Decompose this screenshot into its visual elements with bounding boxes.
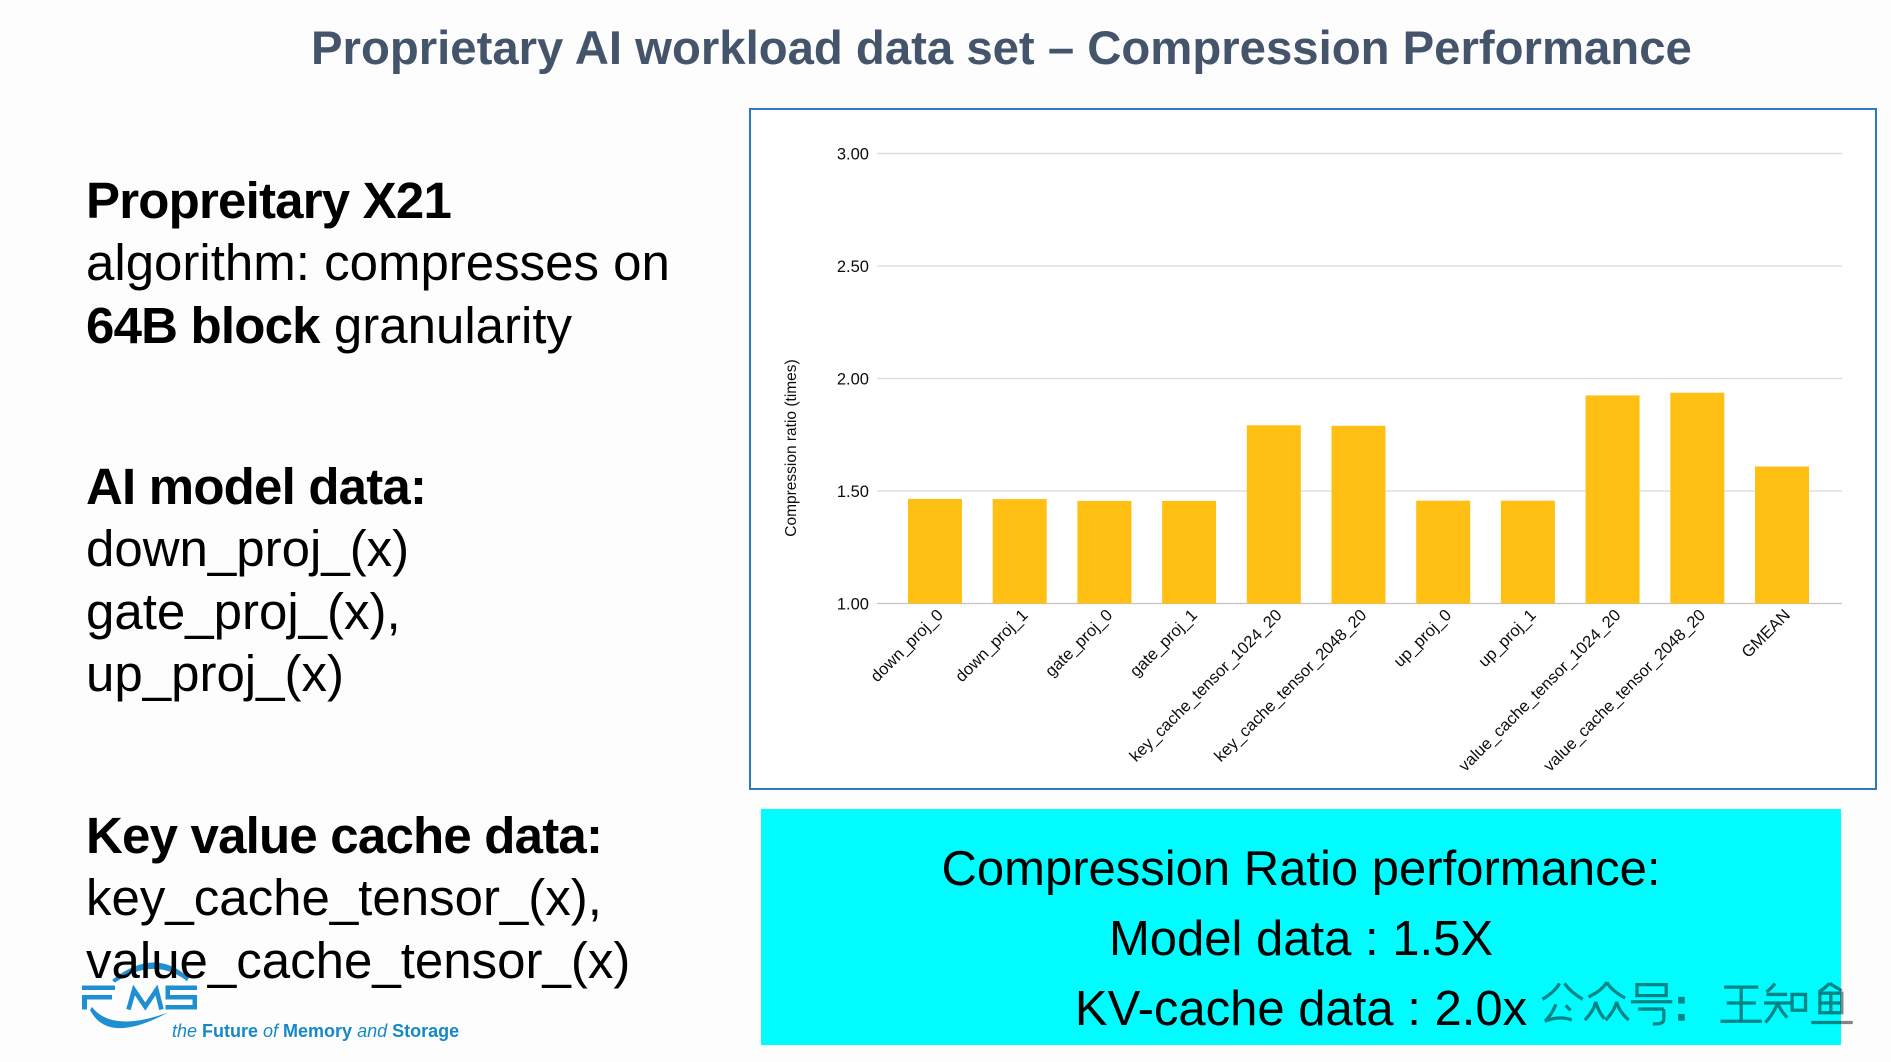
svg-text:value_cache_tensor_2048_20: value_cache_tensor_2048_20 bbox=[1540, 606, 1709, 775]
svg-text:gate_proj_1: gate_proj_1 bbox=[1127, 606, 1201, 680]
svg-text:Compression ratio (times): Compression ratio (times) bbox=[783, 359, 800, 536]
svg-text:up_proj_1: up_proj_1 bbox=[1475, 606, 1540, 671]
svg-text:2.00: 2.00 bbox=[837, 371, 869, 389]
svg-text:1.00: 1.00 bbox=[837, 596, 869, 614]
svg-text:key_cache_tensor_2048_20: key_cache_tensor_2048_20 bbox=[1211, 606, 1370, 765]
svg-text:3.00: 3.00 bbox=[837, 146, 869, 164]
svg-text:up_proj_0: up_proj_0 bbox=[1390, 606, 1455, 671]
svg-text:down_proj_1: down_proj_1 bbox=[952, 606, 1032, 686]
svg-text:1.50: 1.50 bbox=[837, 483, 869, 501]
svg-text:2.50: 2.50 bbox=[837, 258, 869, 276]
svg-text:key_cache_tensor_1024_20: key_cache_tensor_1024_20 bbox=[1126, 606, 1285, 765]
svg-text:value_cache_tensor_1024_20: value_cache_tensor_1024_20 bbox=[1455, 606, 1624, 775]
svg-text:GMEAN: GMEAN bbox=[1738, 606, 1794, 662]
svg-text:down_proj_0: down_proj_0 bbox=[867, 606, 947, 686]
svg-text:the Future of Memory and Stora: the Future of Memory and Storage bbox=[172, 1021, 459, 1041]
svg-text:gate_proj_0: gate_proj_0 bbox=[1042, 606, 1116, 680]
